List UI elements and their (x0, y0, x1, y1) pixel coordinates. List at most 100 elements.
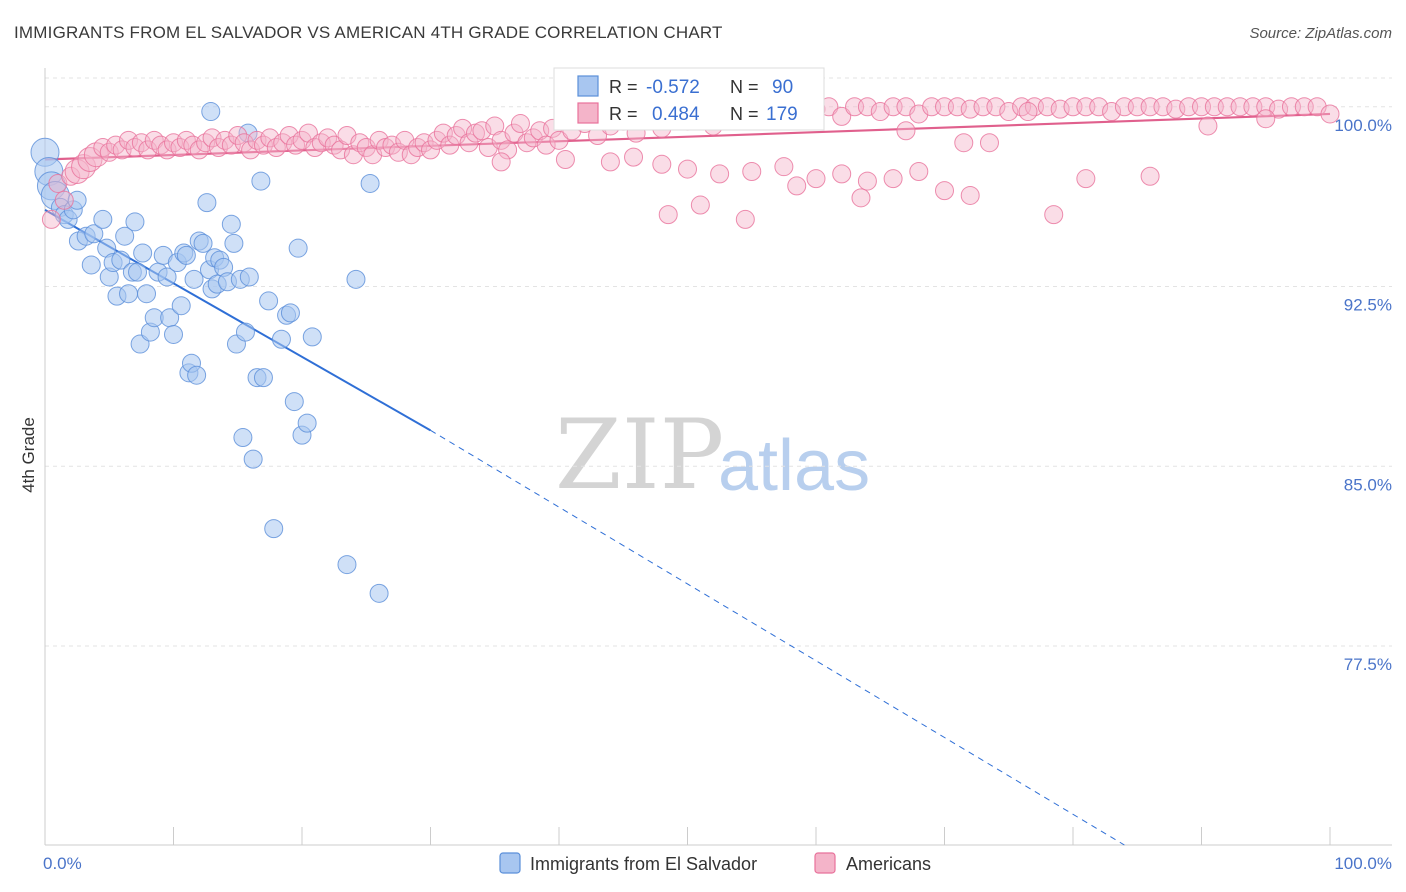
stats-blue-r-value: -0.572 (646, 77, 700, 98)
point-immigrants-el-salvador (302, 327, 322, 347)
data-points (30, 97, 1340, 603)
point-americans (832, 164, 852, 184)
point-americans (954, 133, 974, 153)
point-americans (1320, 104, 1340, 124)
point-americans (787, 176, 807, 196)
point-americans (979, 133, 999, 153)
point-immigrants-el-salvador (171, 296, 191, 316)
point-immigrants-el-salvador (164, 324, 183, 344)
point-americans (857, 171, 877, 191)
legend: Immigrants from El Salvador Americans (499, 852, 931, 874)
point-americans (228, 126, 248, 146)
point-americans (935, 181, 954, 201)
point-immigrants-el-salvador (264, 519, 284, 539)
point-americans (536, 135, 556, 155)
point-americans (298, 123, 318, 143)
point-americans (896, 121, 916, 141)
stats-box-frame (553, 67, 825, 131)
point-americans (658, 205, 678, 225)
stats-blue-n-label: N = (730, 77, 759, 97)
point-americans (440, 135, 460, 155)
point-americans (1102, 102, 1122, 122)
point-immigrants-el-salvador (133, 243, 153, 263)
point-immigrants-el-salvador (176, 245, 196, 265)
chart-source: Source: ZipAtlas.com (1249, 25, 1392, 42)
point-americans (986, 97, 1006, 117)
point-immigrants-el-salvador (81, 255, 101, 275)
point-americans (41, 209, 61, 229)
point-americans (1044, 205, 1064, 225)
point-immigrants-el-salvador (253, 368, 273, 388)
point-americans (710, 164, 730, 184)
point-americans (61, 166, 81, 186)
point-immigrants-el-salvador (297, 413, 317, 433)
point-americans (735, 209, 755, 229)
point-immigrants-el-salvador (280, 303, 300, 323)
stats-box: R = -0.572 N = 90 R = 0.484 N = 179 (553, 67, 825, 131)
point-americans (960, 185, 980, 205)
point-americans (1018, 102, 1038, 122)
stats-blue-swatch (577, 75, 599, 97)
point-immigrants-el-salvador (128, 262, 148, 282)
point-americans (1076, 169, 1096, 189)
stats-pink-n-value: 179 (766, 104, 798, 125)
point-americans (491, 152, 511, 172)
y-tick-label: 92.5% (1344, 296, 1392, 315)
x-tick-label-max: 100.0% (1334, 854, 1392, 873)
stats-pink-r-value: 0.484 (652, 104, 700, 125)
point-immigrants-el-salvador (360, 173, 380, 193)
point-americans (453, 118, 473, 138)
grid (45, 77, 1392, 647)
point-immigrants-el-salvador (125, 212, 145, 232)
point-americans (555, 149, 575, 169)
y-axis-label: 4th Grade (19, 417, 38, 493)
point-americans (832, 106, 852, 126)
point-immigrants-el-salvador (284, 392, 304, 412)
point-americans (498, 140, 518, 160)
point-americans (870, 102, 890, 122)
trend-line-extrapolation (430, 429, 1125, 846)
watermark: ZIP atlas (555, 399, 870, 511)
point-americans (999, 102, 1019, 122)
point-immigrants-el-salvador (243, 449, 263, 469)
x-tick-label-min: 0.0% (43, 854, 82, 873)
point-americans (485, 116, 505, 136)
point-immigrants-el-salvador (288, 238, 308, 258)
stats-blue-n-value: 90 (772, 77, 793, 98)
point-immigrants-el-salvador (187, 365, 207, 385)
point-americans (138, 140, 158, 160)
point-americans (652, 154, 672, 174)
point-immigrants-el-salvador (221, 214, 241, 234)
legend-label-pink: Americans (846, 854, 931, 874)
point-americans (189, 140, 209, 160)
stats-pink-n-label: N = (730, 104, 759, 124)
point-americans (1256, 109, 1276, 129)
point-americans (624, 147, 644, 167)
tick-labels: 77.5% 85.0% 92.5% 100.0% 0.0% 100.0% (43, 116, 1392, 873)
point-immigrants-el-salvador (346, 269, 366, 289)
point-americans (1140, 166, 1160, 186)
point-americans (382, 135, 402, 155)
point-immigrants-el-salvador (235, 322, 255, 342)
point-americans (54, 190, 74, 210)
point-americans (851, 188, 871, 208)
point-americans (510, 114, 530, 134)
point-americans (690, 195, 710, 215)
point-americans (260, 128, 280, 148)
point-immigrants-el-salvador (84, 224, 104, 244)
point-americans (678, 159, 697, 179)
point-americans (427, 130, 447, 150)
point-immigrants-el-salvador (184, 269, 204, 289)
point-immigrants-el-salvador (239, 267, 259, 287)
y-tick-label: 100.0% (1334, 116, 1392, 135)
watermark-zip: ZIP (555, 399, 724, 511)
point-americans (472, 121, 492, 141)
point-immigrants-el-salvador (369, 583, 389, 603)
stats-blue-r-label: R = (609, 77, 638, 97)
point-immigrants-el-salvador (115, 226, 135, 246)
point-immigrants-el-salvador (93, 209, 113, 229)
point-immigrants-el-salvador (233, 428, 253, 448)
point-immigrants-el-salvador (201, 102, 221, 122)
point-americans (279, 126, 299, 146)
